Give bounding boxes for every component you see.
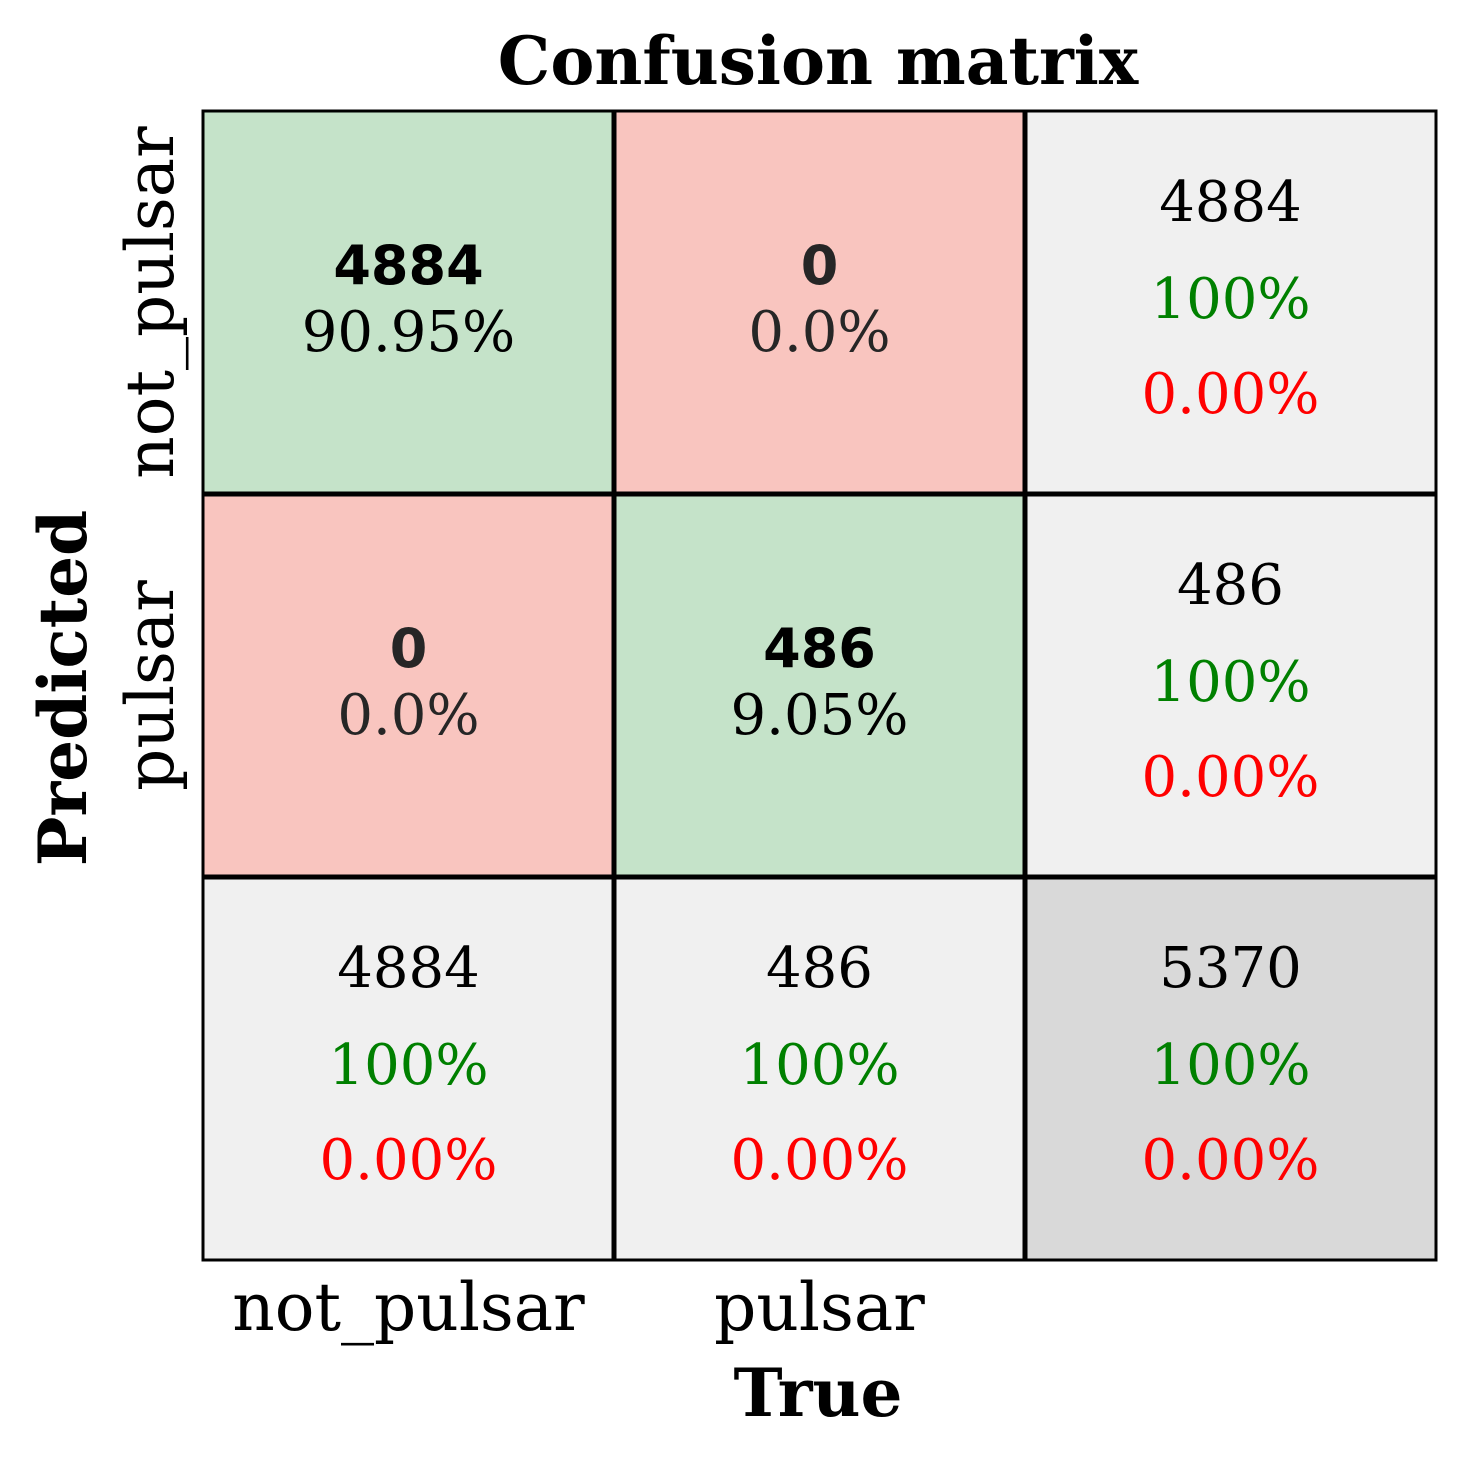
- overall-summary-cell: [1025, 877, 1436, 1260]
- cell-count-label: 4884: [333, 234, 483, 297]
- x-tick-label: pulsar: [714, 1269, 925, 1346]
- y-axis-label: Predicted: [24, 510, 102, 866]
- cell-count-label: 0: [390, 617, 428, 680]
- row-summary-cell: [1025, 494, 1436, 877]
- matrix-border: [201, 109, 1438, 1262]
- col-summary-error-label: 0.00%: [731, 1128, 909, 1193]
- cell-percent-label: 9.05%: [731, 683, 909, 748]
- y-tick-label: pulsar: [112, 580, 189, 791]
- row-summary-error-label: 0.00%: [1142, 745, 1320, 810]
- col-summary-correct-label: 100%: [739, 1033, 899, 1098]
- col-summary-cell: [614, 877, 1025, 1260]
- col-summary-correct-label: 100%: [328, 1033, 488, 1098]
- cell-count-label: 0: [801, 234, 839, 297]
- row-summary-correct-label: 100%: [1150, 650, 1310, 715]
- row-summary-total-label: 4884: [1159, 170, 1302, 235]
- matrix-cell: [203, 494, 614, 877]
- row-summary-correct-label: 100%: [1150, 267, 1310, 332]
- row-summary-total-label: 486: [1177, 553, 1284, 618]
- overall-summary-error-label: 0.00%: [1142, 1128, 1320, 1193]
- y-tick-label: not_pulsar: [112, 126, 189, 479]
- col-summary-cell: [203, 877, 614, 1260]
- overall-summary-total-label: 5370: [1159, 936, 1302, 1001]
- cell-percent-label: 0.0%: [748, 300, 890, 365]
- row-summary-cell: [1025, 111, 1436, 494]
- x-tick-label: not_pulsar: [232, 1269, 585, 1346]
- overall-summary-correct-label: 100%: [1150, 1033, 1310, 1098]
- chart-title: Confusion matrix: [498, 22, 1139, 100]
- cell-percent-label: 0.0%: [337, 683, 479, 748]
- matrix-gridlines: [201, 109, 1438, 1262]
- cell-count-label: 486: [763, 617, 876, 680]
- x-axis-label: True: [733, 1354, 902, 1432]
- matrix-cell: [614, 494, 1025, 877]
- col-summary-error-label: 0.00%: [320, 1128, 498, 1193]
- cell-percent-label: 90.95%: [302, 300, 516, 365]
- col-summary-total-label: 486: [766, 936, 873, 1001]
- matrix-cell: [203, 111, 614, 494]
- row-summary-error-label: 0.00%: [1142, 362, 1320, 427]
- matrix-cell: [614, 111, 1025, 494]
- matrix-cells: [203, 111, 1436, 1260]
- col-summary-total-label: 4884: [337, 936, 480, 1001]
- matrix-labels: 488490.95%00.0%00.0%4869.05%4884100%0.00…: [112, 126, 1319, 1346]
